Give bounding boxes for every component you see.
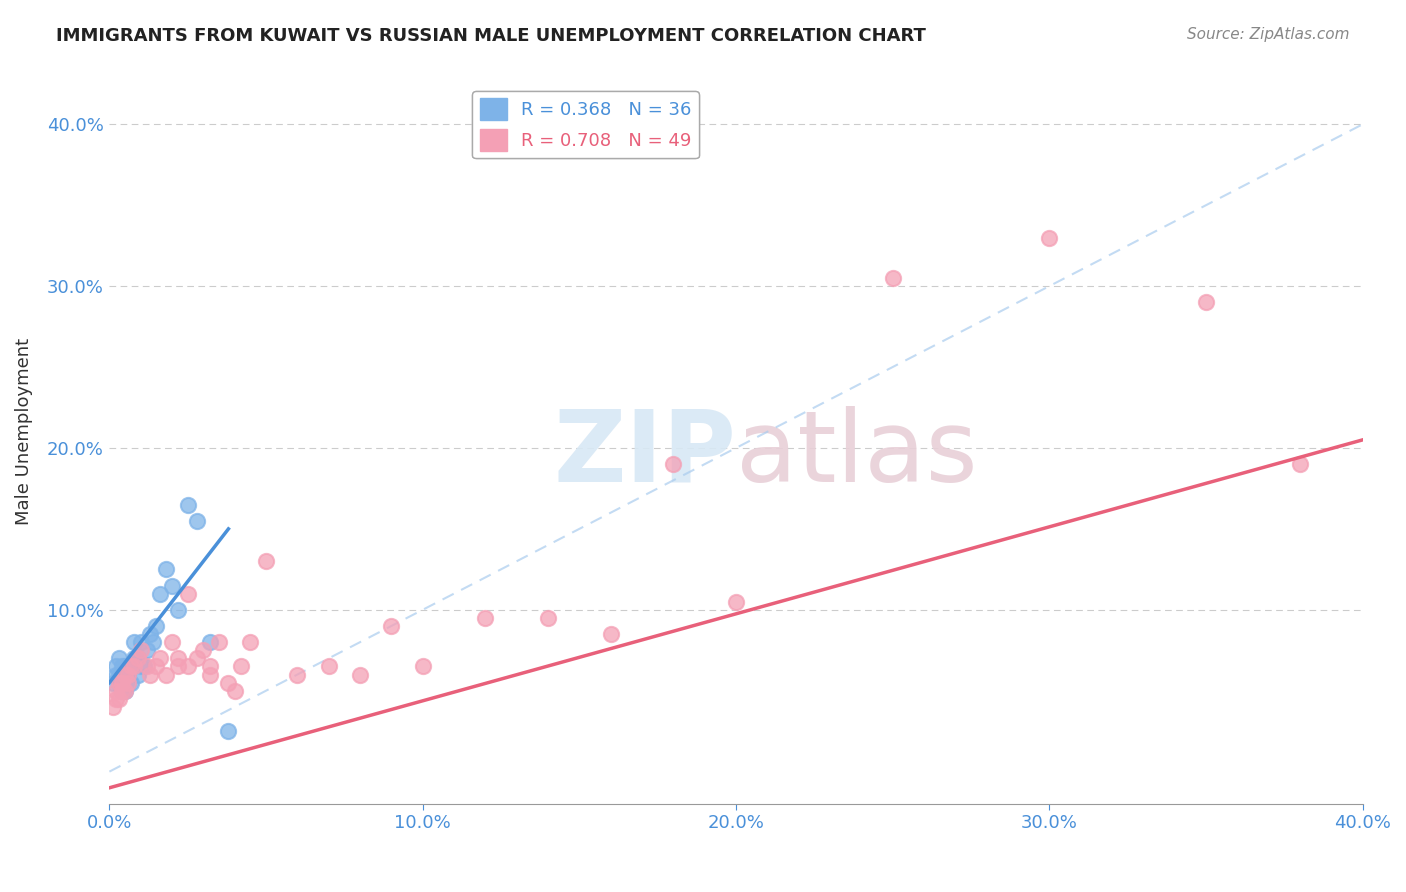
Point — [155, 562, 177, 576]
Point — [129, 643, 152, 657]
Point — [107, 675, 129, 690]
Point — [114, 667, 136, 681]
Point — [145, 619, 167, 633]
Point — [107, 675, 129, 690]
Point — [167, 603, 190, 617]
Point — [1038, 230, 1060, 244]
Point — [193, 643, 215, 657]
Point — [239, 635, 262, 649]
Point — [104, 667, 127, 681]
Point — [349, 667, 371, 681]
Point — [724, 595, 747, 609]
Point — [117, 675, 139, 690]
Point — [412, 659, 434, 673]
Point — [285, 667, 308, 681]
Point — [114, 683, 136, 698]
Point — [111, 675, 134, 690]
Point — [104, 659, 127, 673]
Point — [177, 498, 200, 512]
Point — [107, 691, 129, 706]
Text: Source: ZipAtlas.com: Source: ZipAtlas.com — [1187, 27, 1350, 42]
Point — [145, 659, 167, 673]
Point — [537, 611, 560, 625]
Point — [186, 514, 208, 528]
Point — [117, 667, 139, 681]
Point — [142, 635, 165, 649]
Y-axis label: Male Unemployment: Male Unemployment — [15, 338, 32, 525]
Point — [148, 586, 170, 600]
Point — [114, 683, 136, 698]
Point — [254, 554, 277, 568]
Point — [132, 659, 155, 673]
Point — [104, 683, 127, 698]
Point — [120, 659, 142, 673]
Point — [139, 667, 162, 681]
Legend: R = 0.368   N = 36, R = 0.708   N = 49: R = 0.368 N = 36, R = 0.708 N = 49 — [472, 91, 699, 159]
Point — [380, 619, 402, 633]
Point — [127, 651, 149, 665]
Point — [124, 635, 146, 649]
Point — [129, 659, 152, 673]
Point — [124, 651, 146, 665]
Point — [127, 651, 149, 665]
Point — [136, 643, 159, 657]
Point — [136, 659, 159, 673]
Point — [1289, 457, 1312, 471]
Point — [104, 691, 127, 706]
Point — [111, 683, 134, 698]
Point — [107, 667, 129, 681]
Point — [117, 675, 139, 690]
Point — [160, 578, 183, 592]
Point — [167, 651, 190, 665]
Point — [1195, 295, 1218, 310]
Point — [117, 667, 139, 681]
Point — [114, 675, 136, 690]
Point — [114, 659, 136, 673]
Point — [160, 635, 183, 649]
Point — [177, 586, 200, 600]
Point — [120, 675, 142, 690]
Point — [127, 667, 149, 681]
Point — [318, 659, 340, 673]
Point — [474, 611, 496, 625]
Point — [177, 659, 200, 673]
Point — [167, 659, 190, 673]
Point — [148, 651, 170, 665]
Point — [198, 659, 221, 673]
Text: ZIP: ZIP — [553, 406, 735, 502]
Point — [139, 627, 162, 641]
Point — [882, 271, 904, 285]
Point — [217, 724, 239, 739]
Point — [198, 667, 221, 681]
Point — [120, 659, 142, 673]
Point — [662, 457, 685, 471]
Point — [114, 667, 136, 681]
Point — [101, 699, 124, 714]
Point — [111, 659, 134, 673]
Point — [198, 635, 221, 649]
Point — [229, 659, 252, 673]
Point — [224, 683, 246, 698]
Point — [599, 627, 621, 641]
Point — [186, 651, 208, 665]
Point — [111, 675, 134, 690]
Point — [208, 635, 231, 649]
Point — [124, 659, 146, 673]
Text: atlas: atlas — [735, 406, 977, 502]
Point — [101, 675, 124, 690]
Point — [107, 651, 129, 665]
Point — [111, 683, 134, 698]
Point — [129, 635, 152, 649]
Text: IMMIGRANTS FROM KUWAIT VS RUSSIAN MALE UNEMPLOYMENT CORRELATION CHART: IMMIGRANTS FROM KUWAIT VS RUSSIAN MALE U… — [56, 27, 927, 45]
Point — [155, 667, 177, 681]
Point — [217, 675, 239, 690]
